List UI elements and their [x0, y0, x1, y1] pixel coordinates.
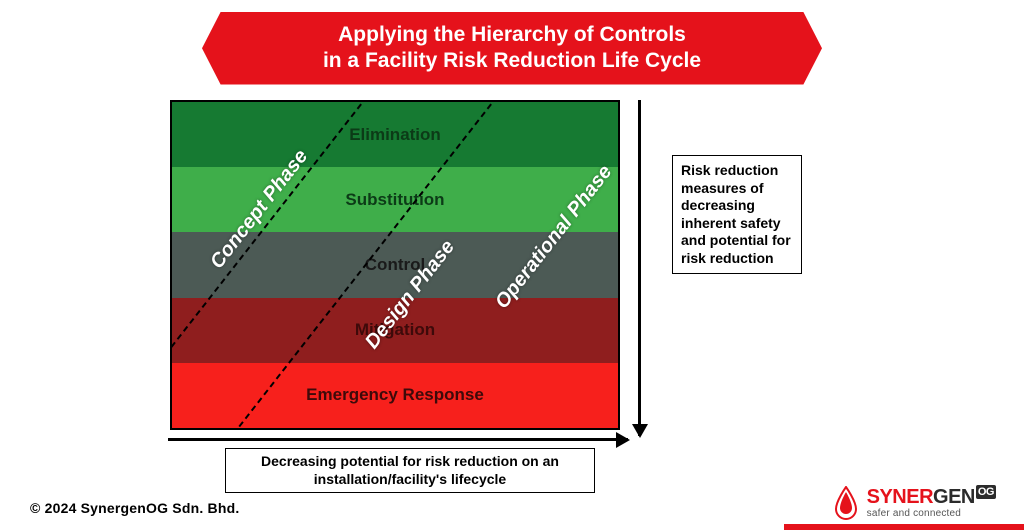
logo-part-1: SYNER: [867, 486, 933, 508]
logo-part-2: GEN: [933, 486, 975, 508]
x-axis-arrow: [168, 438, 628, 441]
band-mitigation: Mitigation: [172, 298, 618, 363]
title-line-1: Applying the Hierarchy of Controls: [252, 22, 772, 48]
title-banner: Applying the Hierarchy of Controls in a …: [202, 12, 822, 85]
y-axis-arrow: [638, 100, 641, 436]
band-emergency: Emergency Response: [172, 363, 618, 428]
logo-tagline: safer and connected: [867, 509, 996, 519]
copyright-text: © 2024 SynergenOG Sdn. Bhd.: [30, 500, 239, 516]
band-label: Elimination: [349, 125, 441, 145]
band-label: Emergency Response: [306, 385, 484, 405]
logo-wordmark: SYNERGENOG: [867, 487, 996, 507]
band-substitution: Substitution: [172, 167, 618, 232]
hierarchy-chart: Elimination Substitution Control Mitigat…: [170, 100, 620, 430]
x-axis-caption: Decreasing potential for risk reduction …: [225, 448, 595, 493]
band-label: Mitigation: [355, 320, 435, 340]
footer-accent-stripe: [784, 524, 1024, 530]
band-label: Substitution: [345, 190, 444, 210]
logo-og-badge: OG: [976, 485, 996, 499]
brand-logo: SYNERGENOG safer and connected: [833, 486, 996, 520]
title-line-2: in a Facility Risk Reduction Life Cycle: [252, 48, 772, 74]
chart-bands: Elimination Substitution Control Mitigat…: [170, 100, 620, 430]
band-label: Control: [365, 255, 425, 275]
y-axis-caption: Risk reduction measures of decreasing in…: [672, 155, 802, 274]
logo-drop-icon: [833, 486, 859, 520]
band-control: Control: [172, 232, 618, 297]
band-elimination: Elimination: [172, 102, 618, 167]
logo-text: SYNERGENOG safer and connected: [867, 487, 996, 519]
